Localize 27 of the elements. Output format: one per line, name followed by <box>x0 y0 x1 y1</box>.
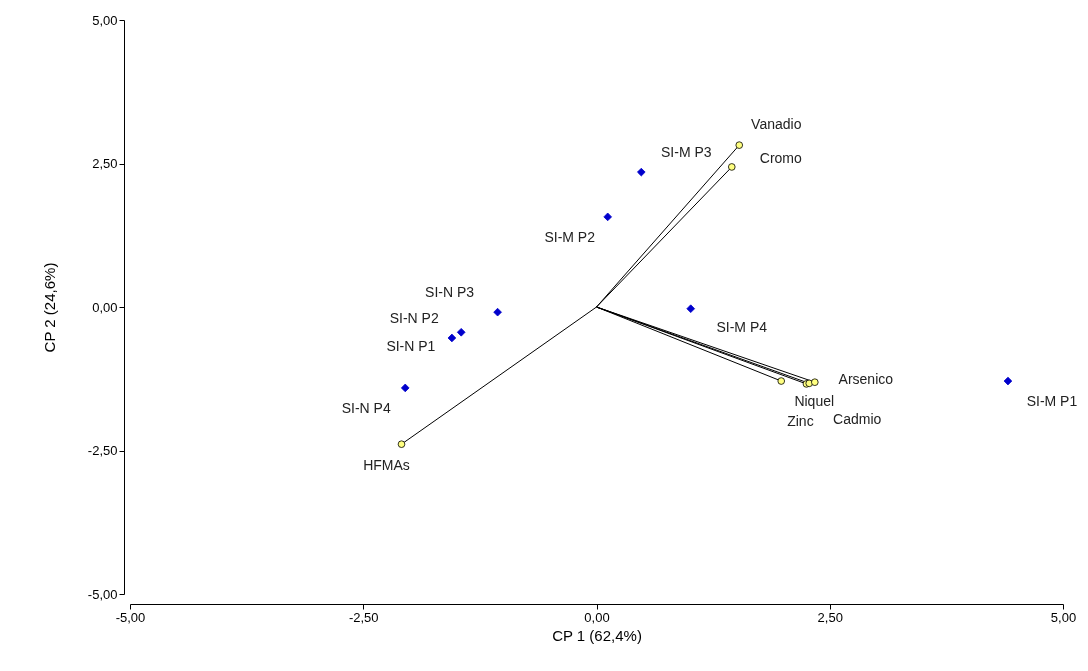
annotation: SI-M P1 <box>1026 393 1078 410</box>
x-tick-label: -2,50 <box>348 609 379 625</box>
annotation: Arsenico <box>838 371 894 388</box>
y-tick-label: -5,00 <box>87 586 118 602</box>
x-tick-label: 5,00 <box>1050 609 1077 625</box>
annotation: SI-N P2 <box>389 310 439 327</box>
annotation: SI-N P4 <box>341 399 391 416</box>
annotation: HFMAs <box>363 457 410 474</box>
annotation: SI-N P1 <box>386 338 436 354</box>
annotation: Zinc <box>787 412 814 429</box>
annotation: SI-N P3 <box>425 284 475 301</box>
y-tick-label: -2,50 <box>87 443 118 458</box>
annotation: SI-M P2 <box>544 228 596 245</box>
annotation: Cromo <box>759 149 802 166</box>
annotation: SI-M P4 <box>716 318 768 335</box>
annotation: Cadmio <box>833 411 882 428</box>
annotation: Niquel <box>794 393 835 410</box>
x-tick-label: -5,00 <box>115 609 146 625</box>
x-tick-label: 2,50 <box>817 609 843 625</box>
annotation: Vanadio <box>751 116 802 133</box>
annotation: SI-M P3 <box>660 144 712 161</box>
y-tick-label: 5,00 <box>92 12 118 28</box>
x-tick-label: 0,00 <box>584 609 610 625</box>
x-axis-title: CP 1 (62,4%) <box>552 626 642 644</box>
y-tick-label: 2,50 <box>92 156 118 171</box>
y-axis-title: CP 2 (24,6%) <box>40 262 58 353</box>
y-tick-label: 0,00 <box>92 299 118 315</box>
